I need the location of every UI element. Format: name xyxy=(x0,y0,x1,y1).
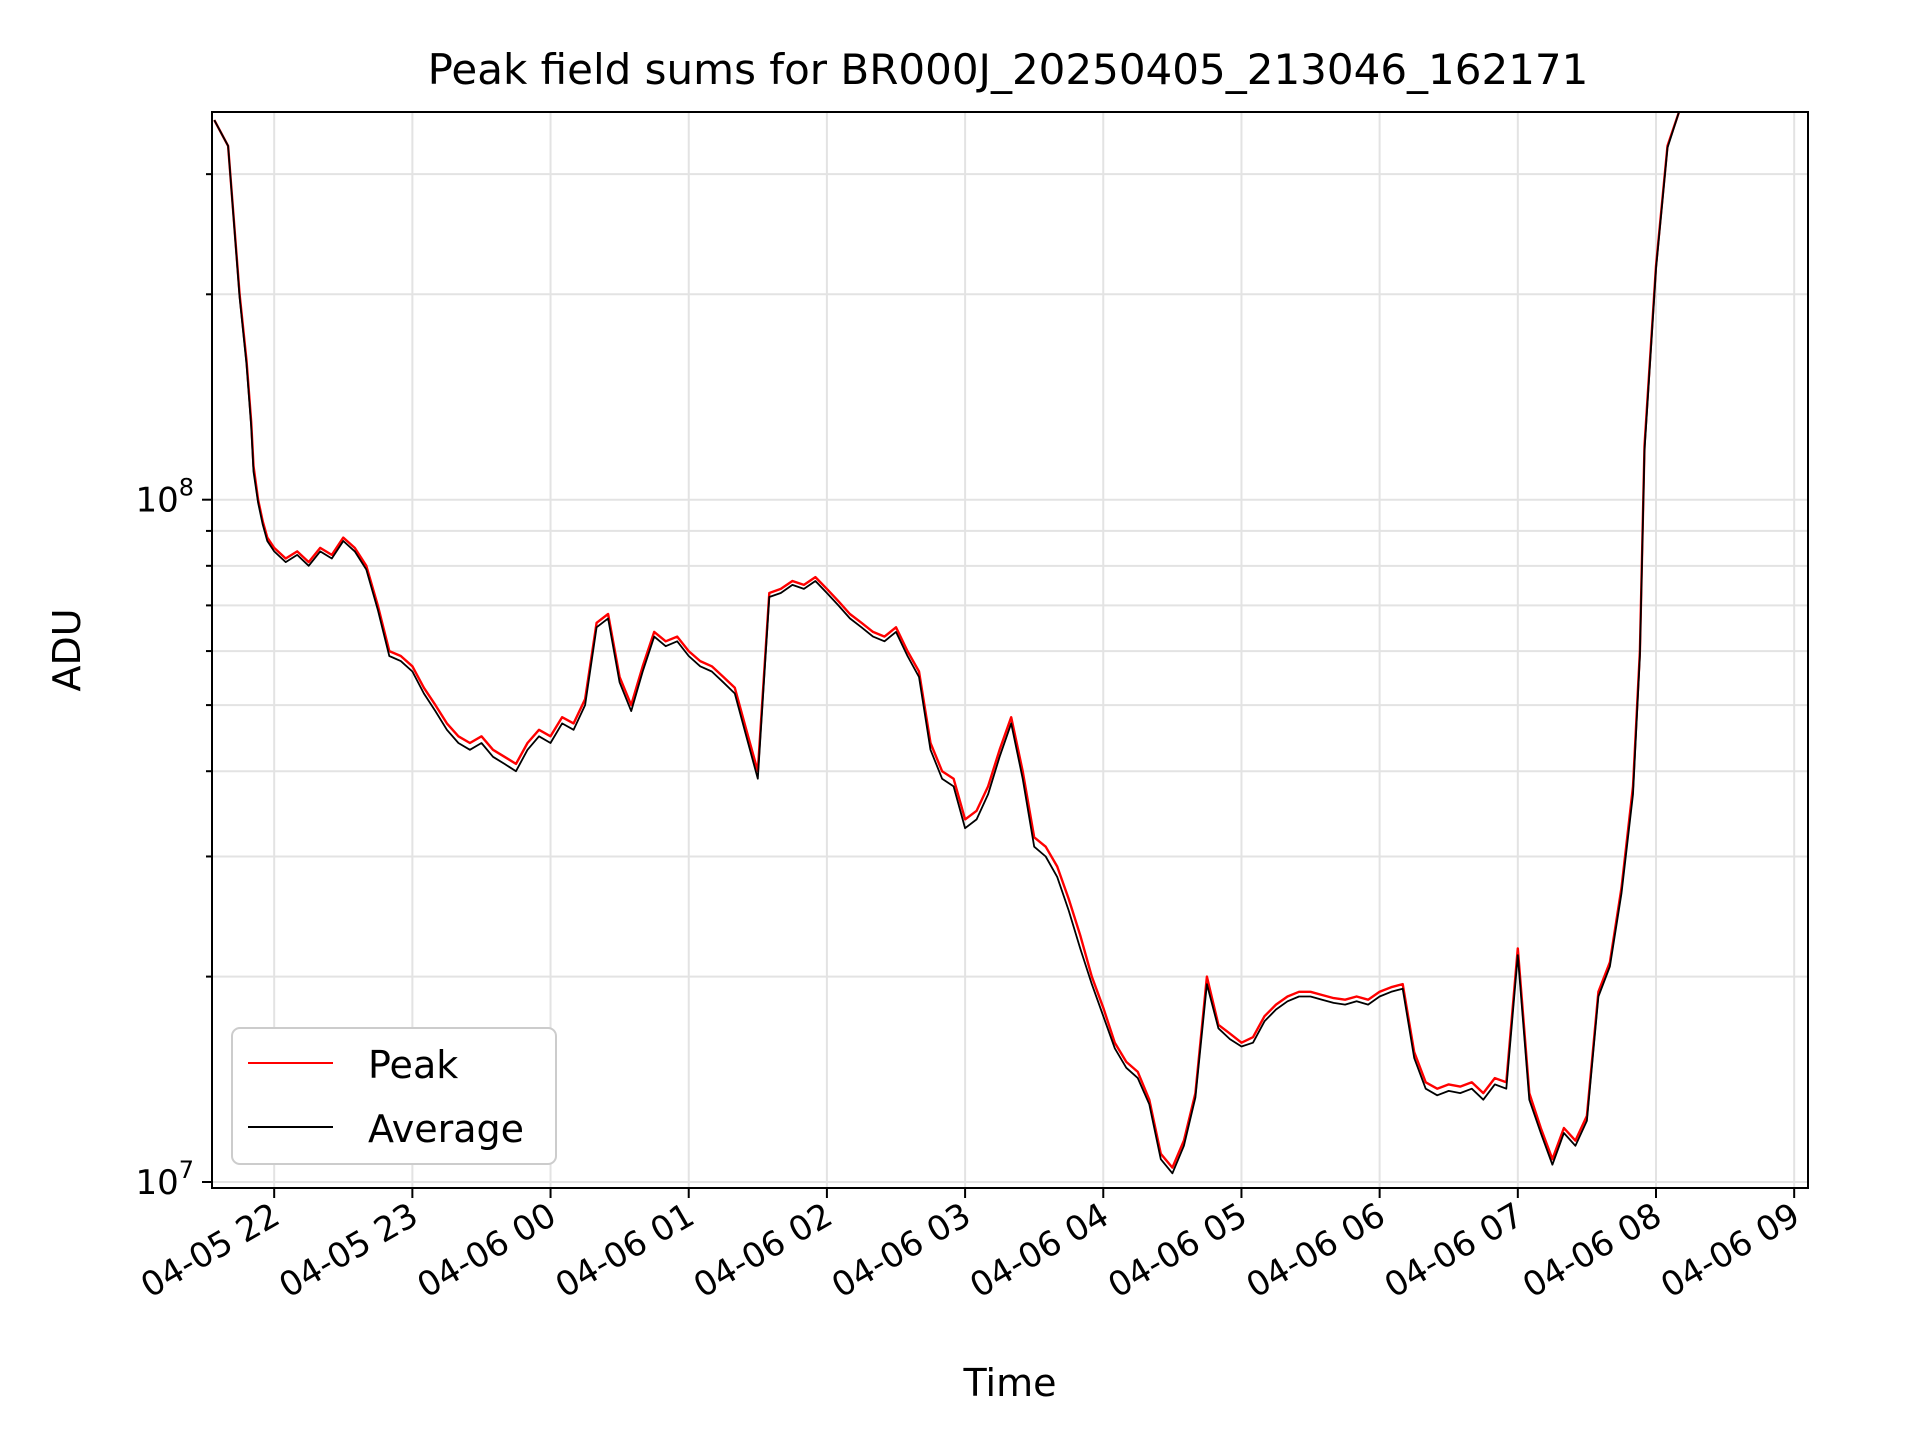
x-tick-label: 04-06 01 xyxy=(549,1195,701,1306)
y-tick-label: 108 xyxy=(135,474,194,521)
series-line-peak xyxy=(213,111,1681,1169)
y-axis-ticks: 107 108 xyxy=(135,173,212,1203)
x-tick-label: 04-06 00 xyxy=(411,1195,563,1306)
x-tick-label: 04-05 22 xyxy=(134,1195,286,1306)
y-tick-label: 107 xyxy=(135,1156,194,1203)
x-tick-label: 04-06 06 xyxy=(1240,1195,1392,1306)
x-axis-label: Time xyxy=(963,1361,1057,1405)
y-axis-label: ADU xyxy=(45,608,89,691)
x-tick-label: 04-06 05 xyxy=(1102,1195,1254,1306)
grid xyxy=(212,112,1808,1188)
legend-label-peak: Peak xyxy=(368,1043,458,1087)
x-tick-label: 04-06 07 xyxy=(1378,1195,1530,1306)
plot-frame xyxy=(211,111,1809,1189)
x-tick-label: 04-06 03 xyxy=(825,1195,977,1306)
legend: Peak Average xyxy=(231,1027,557,1165)
chart-title: Peak field sums for BR000J_20250405_2130… xyxy=(428,45,1589,94)
x-tick-label: 04-06 08 xyxy=(1516,1195,1668,1306)
series-layer xyxy=(213,111,1681,1175)
x-tick-label: 04-06 04 xyxy=(963,1195,1115,1306)
legend-label-average: Average xyxy=(368,1107,524,1151)
x-tick-label: 04-06 09 xyxy=(1654,1195,1806,1306)
x-tick-label: 04-06 02 xyxy=(687,1195,839,1306)
series-line-average xyxy=(213,111,1680,1175)
x-tick-label: 04-05 23 xyxy=(272,1195,424,1306)
